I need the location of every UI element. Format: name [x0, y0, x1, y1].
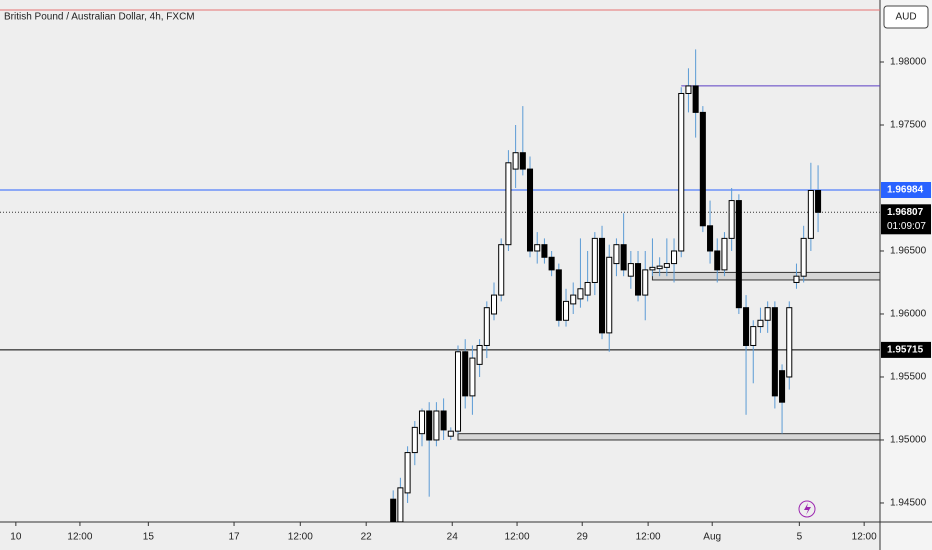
- candle-body: [541, 244, 548, 258]
- plot: [0, 9, 880, 522]
- candle-body: [555, 269, 562, 321]
- x-tick-label: 12:00: [636, 532, 661, 543]
- x-tick-label: 29: [577, 532, 589, 543]
- candle-body: [779, 370, 786, 403]
- candle-body: [728, 200, 735, 239]
- candle-body: [750, 326, 757, 346]
- candle-body: [735, 200, 742, 309]
- lightning-icon: [804, 503, 811, 515]
- level-tag: [881, 182, 931, 199]
- x-tick-label: 17: [228, 532, 240, 543]
- y-tick-label: 1.94500: [890, 498, 927, 509]
- candle-body: [469, 357, 476, 397]
- x-tick-label: 24: [447, 532, 459, 543]
- candle-body: [433, 410, 440, 441]
- currency-box[interactable]: [883, 5, 929, 29]
- candle-body: [649, 266, 656, 271]
- candle-body: [807, 190, 814, 239]
- level-label: 1.96984: [887, 185, 924, 196]
- y-tick-label: 1.96000: [890, 309, 927, 320]
- candle-body: [418, 410, 426, 435]
- candle-body: [426, 410, 433, 441]
- y-tick-label: 1.95500: [890, 372, 927, 383]
- candle-body: [627, 263, 634, 277]
- y-tick-label: 1.96500: [890, 246, 927, 257]
- x-tick-label: 22: [361, 532, 373, 543]
- candle-body: [476, 344, 483, 365]
- x-tick-label: 12:00: [505, 532, 530, 543]
- candle-body: [800, 237, 807, 277]
- x-tick-label: 12:00: [67, 532, 92, 543]
- x-tick-label: 15: [143, 532, 155, 543]
- candle-body: [599, 237, 606, 334]
- candle-body: [404, 452, 411, 494]
- candle-body: [721, 237, 728, 271]
- x-tick-label: 5: [797, 532, 803, 543]
- candle-body: [815, 190, 822, 213]
- candle-body: [656, 265, 663, 270]
- candle-body: [570, 294, 577, 305]
- candle-body: [411, 426, 418, 454]
- zone: [651, 271, 880, 281]
- candle-body: [613, 244, 620, 265]
- candle-body: [534, 244, 541, 252]
- last-price-label: 1.96807: [887, 207, 924, 218]
- candle-body: [699, 111, 706, 227]
- x-tick-label: 12:00: [852, 532, 877, 543]
- candle-body: [678, 92, 685, 252]
- candle-body: [490, 294, 498, 315]
- y-tick-label: 1.97500: [890, 120, 927, 131]
- candle-body: [786, 307, 793, 378]
- candle-body: [714, 250, 721, 271]
- candle-body: [526, 168, 534, 252]
- candle-body: [390, 498, 397, 522]
- candle-body: [663, 263, 670, 268]
- candle-body: [743, 307, 750, 346]
- candle-body: [793, 275, 800, 283]
- x-tick-label: Aug: [703, 532, 721, 543]
- x-tick-label: 12:00: [288, 532, 313, 543]
- candle-body: [483, 307, 490, 346]
- candle-body: [519, 152, 526, 170]
- candle-body: [707, 225, 714, 252]
- candle-body: [685, 85, 692, 94]
- countdown: 01:09:07: [887, 221, 926, 232]
- currency: AUD: [895, 12, 916, 23]
- price-axis-bg: [880, 0, 932, 550]
- x-tick-label: 10: [10, 532, 22, 543]
- candle-body: [620, 244, 627, 271]
- y-tick-label: 1.98000: [890, 57, 927, 68]
- candle-body: [764, 307, 771, 321]
- candle-body: [771, 307, 778, 397]
- candle-body: [505, 162, 512, 246]
- candle-body: [397, 487, 404, 522]
- level-tag: [881, 341, 931, 358]
- candle-body: [635, 263, 642, 296]
- candle-body: [462, 351, 469, 397]
- lightning-icon[interactable]: [798, 500, 816, 518]
- candle-body: [548, 256, 555, 271]
- y-tick-label: 1.95000: [890, 435, 927, 446]
- candle-body: [440, 410, 447, 431]
- candle-body: [577, 288, 584, 300]
- candle-body: [606, 256, 613, 334]
- chart-title: British Pound / Australian Dollar, 4h, F…: [4, 12, 195, 23]
- candle-body: [757, 319, 764, 328]
- candle-body: [642, 269, 649, 296]
- candle-body: [447, 430, 454, 437]
- candle-body: [692, 85, 699, 113]
- last-price-tag: [881, 204, 931, 235]
- zone: [457, 433, 880, 441]
- candle-body: [591, 237, 598, 283]
- level-label: 1.95715: [887, 345, 924, 356]
- candle-body: [563, 300, 570, 321]
- candle-body: [671, 250, 678, 265]
- candle-body: [454, 351, 462, 432]
- candle-body: [512, 152, 519, 170]
- candle-body: [498, 244, 505, 296]
- candle-body: [584, 281, 591, 296]
